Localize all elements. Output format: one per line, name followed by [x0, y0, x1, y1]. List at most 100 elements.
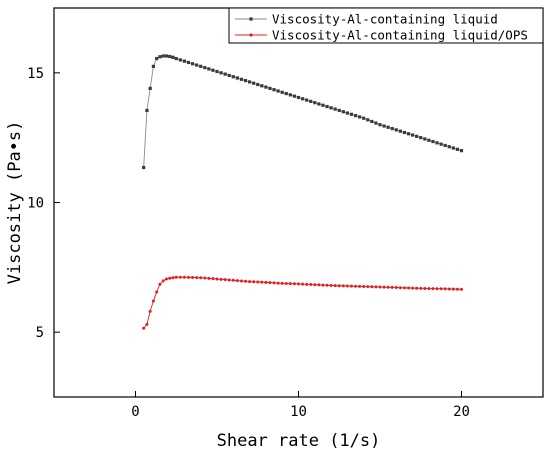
data-point: [288, 93, 292, 97]
data-point: [215, 277, 219, 281]
data-point: [223, 72, 227, 76]
data-point: [349, 112, 354, 116]
data-point: [321, 103, 325, 107]
data-point: [354, 284, 358, 288]
data-point: [148, 309, 152, 313]
legend: Viscosity-Al-containing liquidViscosity-…: [228, 7, 544, 44]
data-point: [439, 287, 443, 291]
data-point: [280, 281, 284, 285]
legend-label: Viscosity-Al-containing liquid/OPS: [272, 28, 528, 43]
data-point: [297, 282, 300, 286]
data-point: [155, 290, 159, 294]
data-point: [142, 326, 146, 330]
data-point: [394, 286, 398, 290]
data-point: [288, 282, 292, 286]
data-point: [155, 56, 159, 61]
data-point: [178, 275, 182, 279]
legend-label: Viscosity-Al-containing liquid: [272, 12, 498, 27]
data-point: [272, 281, 276, 285]
data-point: [280, 90, 284, 94]
data-point: [402, 286, 406, 290]
data-point: [406, 132, 411, 136]
data-point: [300, 97, 305, 101]
data-point: [207, 276, 211, 280]
data-point: [382, 124, 386, 128]
data-point: [256, 82, 260, 87]
data-point: [317, 283, 321, 287]
data-point: [235, 76, 239, 80]
data-point: [402, 130, 407, 135]
x-tick-label: 20: [453, 404, 470, 420]
data-point: [227, 278, 231, 282]
data-point: [231, 75, 235, 79]
data-point: [186, 275, 190, 279]
data-point: [411, 133, 415, 137]
y-tick-label: 5: [36, 325, 44, 341]
data-point: [349, 284, 353, 288]
data-point: [292, 94, 297, 98]
data-point: [407, 286, 411, 290]
data-point: [374, 121, 378, 125]
data-point: [148, 86, 152, 90]
data-point: [268, 281, 272, 285]
data-point: [459, 149, 464, 153]
data-point: [161, 279, 165, 283]
data-point: [142, 165, 146, 170]
data-point: [256, 280, 260, 284]
data-point: [398, 129, 402, 133]
data-point: [231, 278, 235, 282]
data-point: [337, 284, 341, 288]
data-point: [370, 119, 374, 124]
data-point: [203, 276, 207, 280]
data-point: [370, 285, 374, 289]
data-point: [337, 108, 341, 113]
data-point: [435, 141, 439, 145]
data-point: [219, 71, 223, 75]
data-point: [333, 107, 337, 111]
data-point: [248, 280, 252, 284]
data-point: [378, 123, 382, 127]
data-point: [423, 137, 427, 141]
data-point: [305, 282, 309, 286]
data-point: [325, 104, 329, 109]
x-axis-title: Shear rate (1/s): [217, 431, 381, 451]
data-point: [264, 85, 268, 89]
data-point: [284, 282, 288, 286]
data-point: [203, 66, 207, 70]
data-point: [207, 67, 211, 71]
data-point: [244, 279, 248, 283]
data-point: [431, 287, 435, 291]
data-point: [309, 283, 313, 287]
data-point: [329, 106, 333, 110]
data-point: [223, 278, 227, 282]
data-point: [235, 279, 239, 283]
data-point: [313, 101, 317, 105]
data-point: [168, 54, 172, 59]
data-point: [451, 287, 455, 291]
data-point: [252, 280, 256, 284]
data-point: [243, 79, 248, 83]
data-point: [158, 55, 162, 59]
data-point: [451, 146, 455, 150]
data-point: [366, 285, 370, 289]
data-point: [182, 59, 186, 63]
data-point: [309, 99, 313, 103]
series-layer: [142, 54, 464, 330]
data-point: [276, 89, 280, 93]
y-axis-ticks: 5 10 15: [27, 66, 60, 341]
data-point: [386, 125, 390, 129]
data-point: [411, 286, 415, 290]
data-point: [199, 64, 203, 68]
data-point: [362, 285, 366, 289]
legend-entry: Viscosity-Al-containing liquid/OPS: [235, 28, 528, 43]
data-point: [431, 139, 435, 144]
data-point: [284, 91, 288, 96]
data-point: [390, 285, 394, 289]
series-1: [142, 54, 464, 170]
data-point: [199, 276, 203, 280]
data-point: [195, 63, 199, 67]
data-point: [239, 77, 244, 81]
data-point: [272, 88, 276, 92]
data-point: [301, 282, 305, 286]
data-point: [211, 68, 215, 72]
